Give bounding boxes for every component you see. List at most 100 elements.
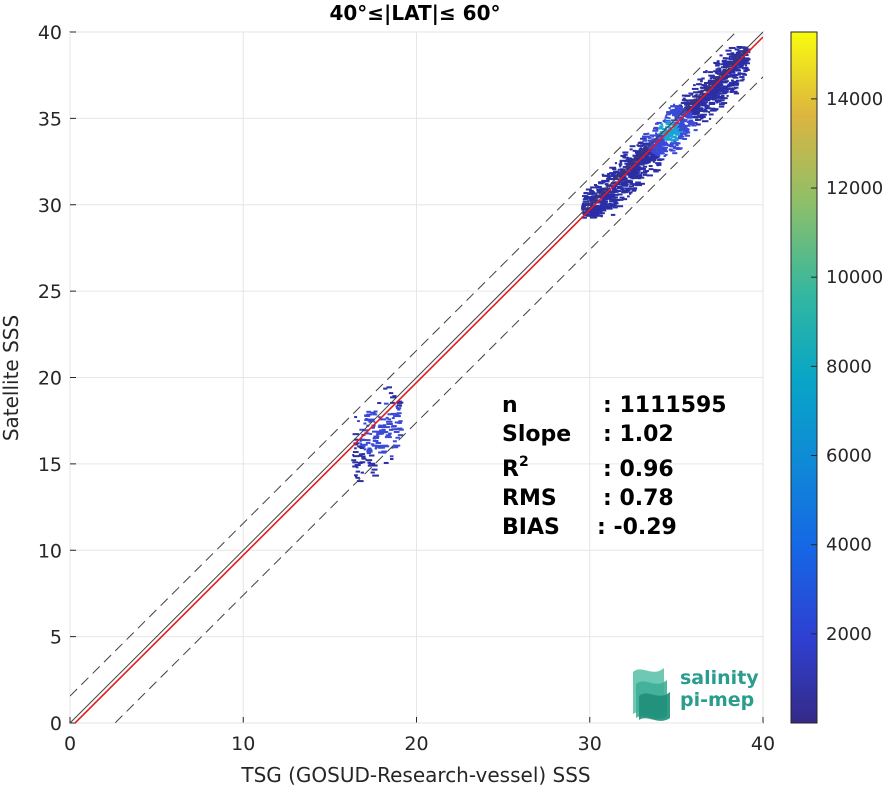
density-cell <box>618 163 623 166</box>
density-cell <box>640 157 647 160</box>
x-tick-label: 40 <box>751 733 775 755</box>
density-cell <box>684 127 688 130</box>
density-cell <box>693 110 699 113</box>
density-cell <box>373 420 376 423</box>
density-cell <box>708 117 712 120</box>
density-cell <box>612 187 616 190</box>
density-cell <box>370 443 375 446</box>
density-cell <box>689 119 694 122</box>
density-cell <box>669 126 672 129</box>
density-cell <box>640 173 643 176</box>
density-cell <box>663 136 670 139</box>
density-cell <box>582 198 589 201</box>
density-cell <box>630 176 636 179</box>
density-cell <box>730 52 735 55</box>
density-cell <box>663 154 666 157</box>
density-cell <box>735 51 742 54</box>
density-cell <box>621 198 628 201</box>
density-cell <box>716 83 722 86</box>
density-cell <box>375 445 378 448</box>
density-cell <box>744 68 750 71</box>
density-cell <box>372 426 376 429</box>
line-identity <box>70 32 763 723</box>
density-cell <box>717 100 721 103</box>
density-cell <box>718 103 725 106</box>
density-cell <box>713 92 718 95</box>
density-cell <box>610 175 617 178</box>
density-cell <box>635 151 639 154</box>
density-cell <box>616 205 624 208</box>
density-cell <box>669 122 675 125</box>
density-cell <box>663 146 668 149</box>
density-cell <box>697 107 703 110</box>
density-cell <box>701 117 704 120</box>
density-cell <box>640 144 645 147</box>
density-cell <box>621 183 627 186</box>
y-tick-label: 5 <box>50 627 62 649</box>
density-cell <box>364 418 371 421</box>
stat-slope-value: : 1.02 <box>603 422 674 447</box>
density-cell <box>692 109 696 112</box>
density-cell <box>362 455 366 458</box>
density-cell <box>617 186 623 189</box>
density-cell <box>637 174 643 177</box>
density-cell <box>691 110 694 113</box>
density-cell <box>599 187 607 190</box>
density-cell <box>689 116 696 119</box>
density-cell <box>352 461 359 464</box>
density-cell <box>653 126 658 129</box>
density-cell <box>674 118 678 121</box>
density-cell <box>596 214 603 217</box>
density-cell <box>685 115 688 118</box>
density-cell <box>619 161 623 164</box>
line-upper-bound <box>70 32 737 697</box>
density-cell <box>629 182 634 185</box>
density-cell <box>377 430 380 433</box>
density-cell <box>685 131 691 134</box>
density-cell <box>697 108 700 111</box>
density-cell <box>602 174 609 177</box>
density-cell <box>608 198 616 201</box>
density-cell <box>709 94 714 97</box>
density-cell <box>738 55 742 58</box>
density-cell <box>614 162 617 165</box>
density-cell <box>653 154 658 157</box>
density-cell <box>373 410 378 413</box>
density-cell <box>707 71 713 74</box>
density-cell <box>725 63 730 66</box>
density-cell <box>357 420 360 423</box>
density-cell <box>628 171 635 174</box>
density-cell <box>394 413 398 416</box>
density-cell <box>729 55 732 58</box>
density-cell <box>584 203 591 206</box>
density-cell <box>654 138 659 141</box>
stat-n-label: n <box>502 393 518 418</box>
density-cell <box>391 417 395 420</box>
density-cell <box>641 176 645 179</box>
density-cell <box>394 444 401 447</box>
density-cell <box>359 438 366 441</box>
density-cell <box>591 206 596 209</box>
logo-line1: salinity <box>680 667 759 689</box>
density-cell <box>736 59 740 62</box>
density-cell <box>673 131 677 134</box>
density-cell <box>722 59 727 62</box>
density-cell <box>359 461 366 464</box>
density-cell <box>666 111 673 114</box>
density-cell <box>708 111 711 114</box>
density-cell <box>595 194 598 197</box>
density-cell <box>608 194 612 197</box>
density-cell <box>743 70 748 73</box>
density-cell <box>726 70 734 73</box>
density-cell <box>703 98 710 101</box>
density-cell <box>625 159 631 162</box>
density-cell <box>390 396 397 399</box>
density-cell <box>648 140 652 143</box>
density-cell <box>355 466 359 469</box>
density-cell <box>608 193 614 196</box>
density-cell <box>358 453 364 456</box>
density-cell <box>740 46 746 49</box>
density-cell <box>600 209 606 212</box>
density-cell <box>682 137 688 140</box>
density-cell <box>597 191 601 194</box>
